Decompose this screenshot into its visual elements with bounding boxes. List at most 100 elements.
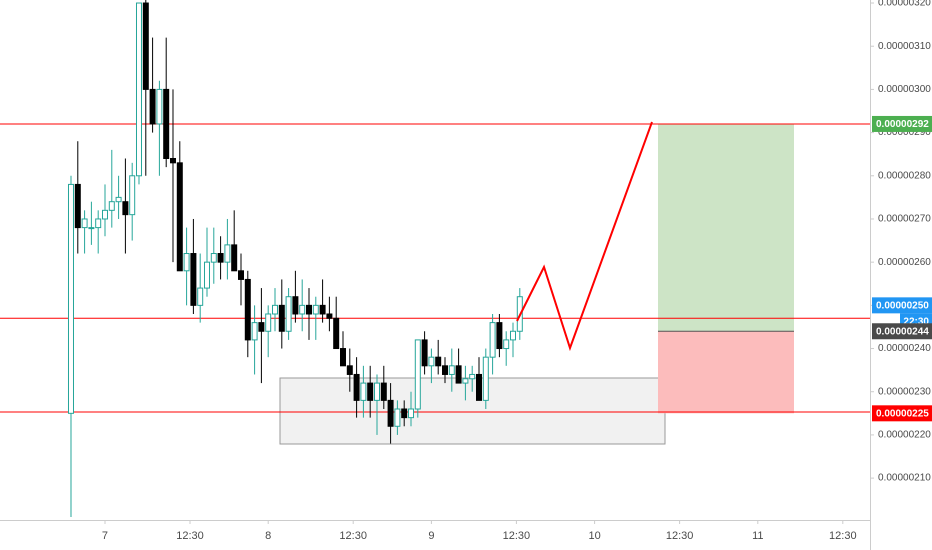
y-tick-label: 0.00000220 <box>878 430 931 441</box>
candle-body <box>435 356 442 367</box>
y-tick-label: 0.00000230 <box>878 386 931 397</box>
projection-path <box>516 121 653 352</box>
loss-zone <box>658 331 794 414</box>
y-tick-label: 0.00000210 <box>878 473 931 484</box>
candle-body <box>407 408 414 419</box>
candle-body <box>394 408 401 427</box>
x-tick-label: 12:30 <box>176 530 204 542</box>
candle-body <box>197 287 204 306</box>
candle-body <box>142 2 149 90</box>
x-tick-label: 7 <box>102 530 108 542</box>
candle-body <box>122 201 129 216</box>
candle-body <box>380 382 387 401</box>
price-label: 0.00000244 <box>876 326 929 337</box>
x-tick-label: 9 <box>428 530 434 542</box>
candle-body <box>414 339 421 410</box>
y-tick-label: 0.00000240 <box>878 343 931 354</box>
candles <box>67 0 523 517</box>
candle-body <box>176 162 183 272</box>
candle-body <box>373 382 380 401</box>
x-tick-label: 12:30 <box>339 530 367 542</box>
candle-body <box>346 365 353 375</box>
position-tool <box>658 123 794 414</box>
candle-body <box>129 175 136 216</box>
candle-body <box>203 261 210 289</box>
candle-body <box>224 244 231 263</box>
candle-body <box>353 373 360 401</box>
price-label-box <box>872 323 932 340</box>
y-tick-label: 0.00000300 <box>878 84 931 95</box>
horizontal-lines <box>0 123 870 413</box>
candle-body <box>496 322 503 350</box>
x-tick-label: 12:30 <box>503 530 531 542</box>
candle-body <box>503 339 510 350</box>
x-tick-label: 10 <box>588 530 600 542</box>
candle-body <box>509 330 516 341</box>
candle-body <box>74 183 81 229</box>
y-tick-label: 0.00000290 <box>878 127 931 138</box>
y-tick-label: 0.00000310 <box>878 41 931 52</box>
candle-body <box>462 378 469 384</box>
candle-body <box>367 382 374 401</box>
candle-body <box>190 253 197 306</box>
candle-body <box>333 317 340 350</box>
candle-body <box>237 270 244 280</box>
candle-body <box>360 382 367 401</box>
candle-body <box>156 88 163 125</box>
price-label: 0.00000225 <box>876 408 929 419</box>
candle-body <box>278 304 285 332</box>
candle-body <box>183 253 190 272</box>
candle-body <box>163 88 170 160</box>
candle-body <box>271 304 278 315</box>
candle-body <box>210 253 217 263</box>
candle-body <box>244 278 251 341</box>
price-labels: 0.00000292 0.00000250 22:300.00000244 0.000… <box>872 115 932 422</box>
candle-body <box>258 322 265 332</box>
candle-body <box>441 365 448 375</box>
price-label: 0.00000250 <box>876 300 929 311</box>
price-label-box <box>872 115 932 132</box>
x-tick-label: 11 <box>752 530 763 542</box>
candle-body <box>448 365 455 375</box>
candle-body <box>469 373 476 380</box>
candle-body <box>95 218 102 229</box>
price-label-box <box>872 297 932 314</box>
candle-body <box>489 322 496 358</box>
price-label-box <box>872 405 932 422</box>
candle-body <box>401 408 408 419</box>
candle-body <box>81 218 88 229</box>
candle-body <box>319 304 326 315</box>
y-tick-label: 0.00000320 <box>878 0 931 9</box>
price-label: 0.00000292 <box>876 119 929 130</box>
candle-body <box>421 339 428 367</box>
candle-body <box>265 313 272 332</box>
candle-body <box>326 313 333 319</box>
candle-body <box>312 304 319 315</box>
candle-body <box>482 356 489 401</box>
candle-body <box>108 201 115 211</box>
candle-body <box>299 304 306 315</box>
candle-body <box>285 296 292 332</box>
candle-body <box>475 373 482 401</box>
candle-body <box>339 348 346 367</box>
candle-body <box>231 244 238 272</box>
y-tick-label: 0.00000270 <box>878 214 931 225</box>
candle-body <box>88 227 95 230</box>
profit-zone <box>658 123 794 332</box>
candle-body <box>101 209 108 220</box>
y-tick-label: 0.00000260 <box>878 257 931 268</box>
countdown-label: 22:30 <box>903 316 929 327</box>
candle-body <box>217 253 224 263</box>
candle-body <box>305 304 312 315</box>
x-tick-label: 8 <box>265 530 271 542</box>
x-tick-label: 12:30 <box>666 530 694 542</box>
y-tick-label: 0.00000280 <box>878 170 931 181</box>
candle-body <box>169 158 176 164</box>
candle-body <box>115 196 122 203</box>
candle-body <box>455 365 462 384</box>
candle-body <box>292 296 299 315</box>
candle-body <box>387 399 394 427</box>
x-tick-label: 12:30 <box>829 530 857 542</box>
